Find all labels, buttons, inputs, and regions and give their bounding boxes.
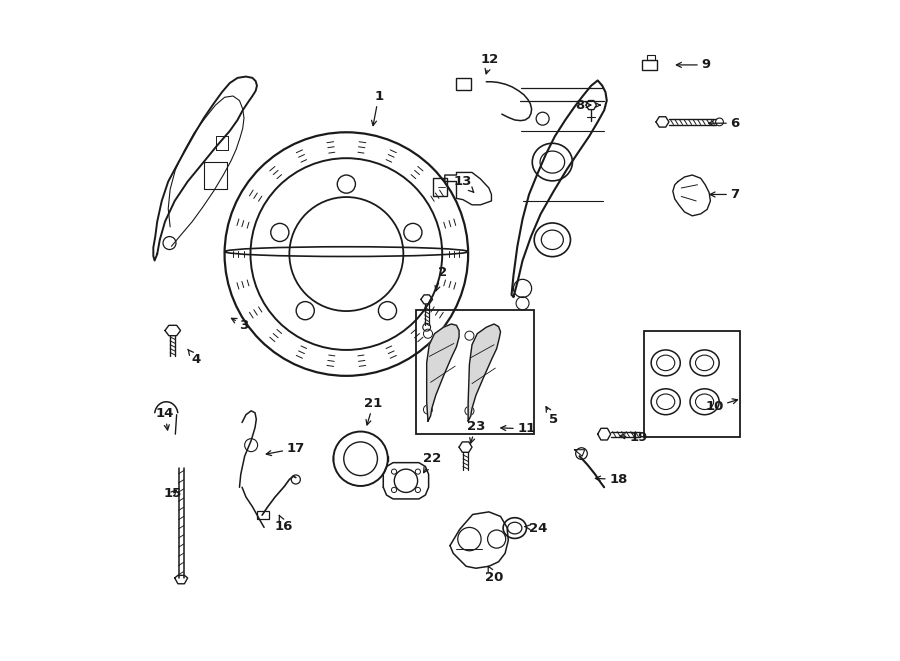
Text: 15: 15 bbox=[164, 487, 182, 500]
Text: 8: 8 bbox=[575, 98, 591, 112]
Text: 14: 14 bbox=[156, 407, 175, 430]
Text: 10: 10 bbox=[705, 399, 737, 413]
Text: 20: 20 bbox=[485, 566, 503, 584]
Text: 6: 6 bbox=[709, 117, 740, 130]
Bar bbox=[257, 511, 268, 519]
Text: 23: 23 bbox=[467, 420, 485, 443]
Text: 21: 21 bbox=[364, 397, 382, 425]
Polygon shape bbox=[427, 324, 459, 421]
Text: 5: 5 bbox=[546, 407, 558, 426]
Text: 11: 11 bbox=[500, 422, 536, 436]
Bar bbox=[647, 55, 654, 60]
Bar bbox=[417, 310, 535, 434]
Text: 3: 3 bbox=[231, 319, 248, 332]
Text: 24: 24 bbox=[525, 522, 547, 535]
Bar bbox=[456, 78, 471, 89]
Bar bbox=[644, 330, 740, 438]
Bar bbox=[433, 178, 447, 196]
Polygon shape bbox=[468, 324, 500, 421]
Text: 19: 19 bbox=[620, 431, 648, 444]
Text: 17: 17 bbox=[266, 442, 305, 455]
Text: 12: 12 bbox=[481, 54, 500, 74]
Bar bbox=[643, 60, 657, 70]
Text: 22: 22 bbox=[423, 452, 441, 473]
Text: 13: 13 bbox=[454, 175, 473, 192]
Text: 4: 4 bbox=[188, 349, 201, 366]
Text: 16: 16 bbox=[275, 516, 293, 533]
Text: 9: 9 bbox=[677, 58, 710, 71]
Text: 7: 7 bbox=[710, 188, 740, 201]
Text: 18: 18 bbox=[596, 473, 627, 486]
Text: 2: 2 bbox=[435, 266, 446, 291]
Text: 1: 1 bbox=[372, 89, 383, 126]
